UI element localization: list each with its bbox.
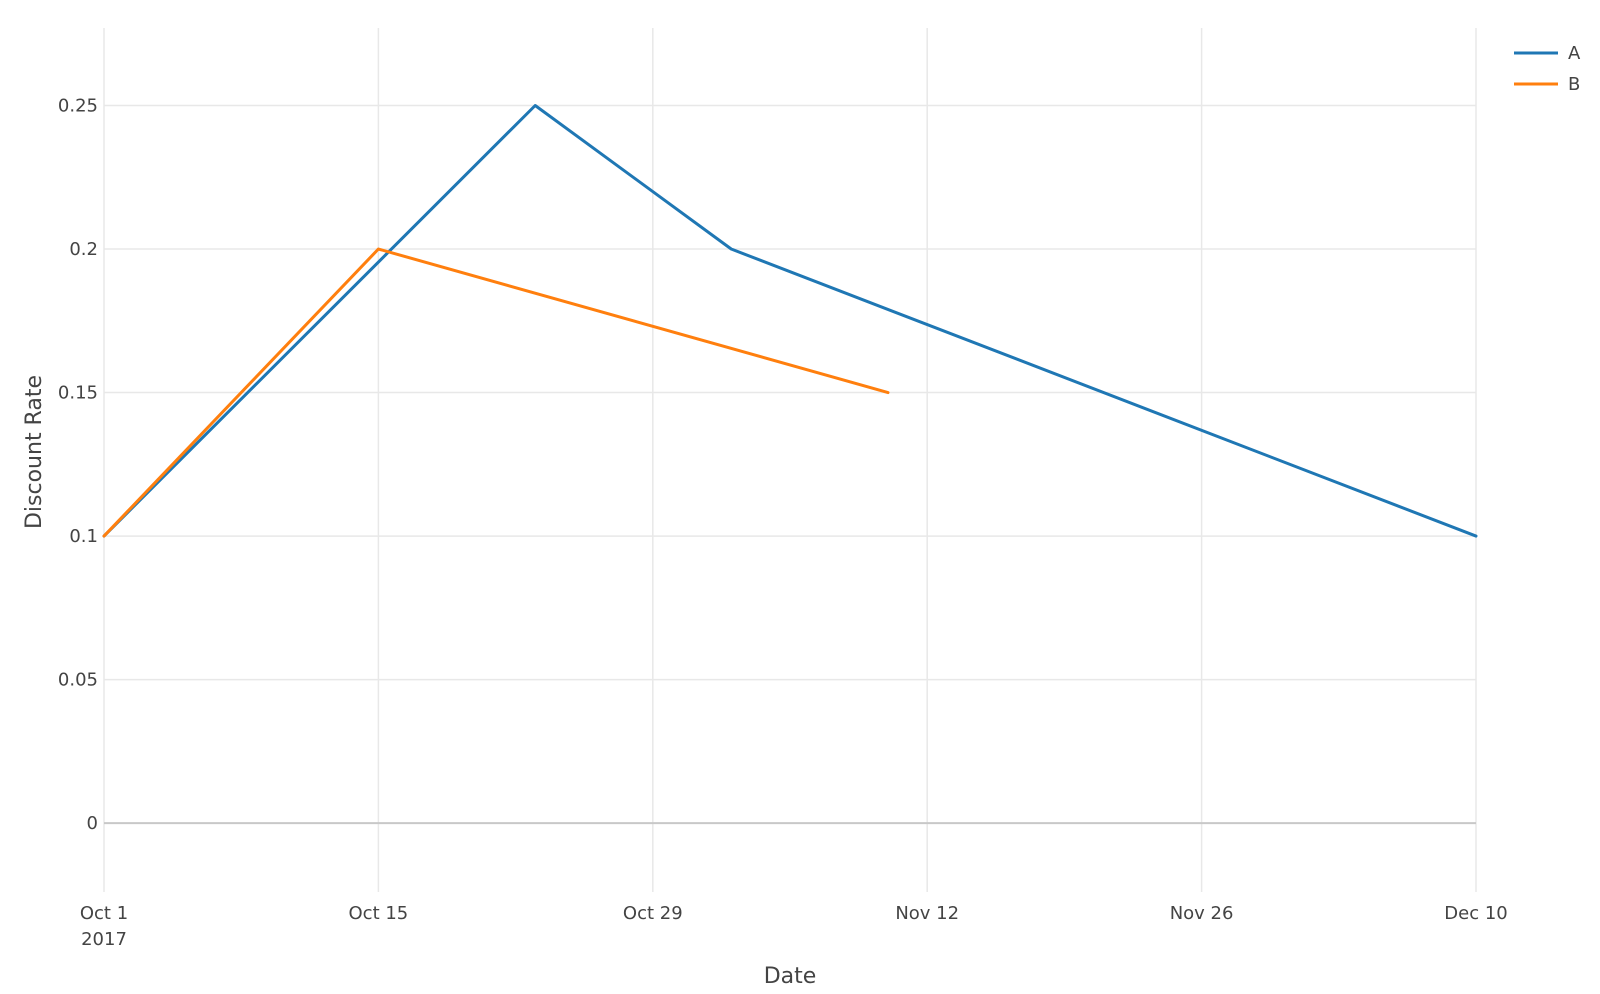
series-line-b <box>102 247 890 538</box>
y-tick-label: 0 <box>87 813 98 834</box>
y-tick-label: 0.25 <box>58 96 98 117</box>
series-layer <box>102 104 1478 538</box>
x-tick-label: Nov 12 <box>895 903 959 924</box>
legend-item-b[interactable]: B <box>1514 74 1580 95</box>
x-tick-sublabel: 2017 <box>81 929 127 950</box>
y-axis-title: Discount Rate <box>22 375 47 529</box>
tick-labels: Oct 1 2017 Oct 15 Oct 29 Nov 12 Nov 26 Dec 10 0… <box>58 96 1508 950</box>
x-axis-title: Date <box>764 964 817 989</box>
x-tick-label: Nov 26 <box>1170 903 1234 924</box>
legend-item-a[interactable]: A <box>1514 43 1581 64</box>
y-tick-label: 0.15 <box>58 383 98 404</box>
grid-layer <box>103 28 1477 892</box>
legend-label: B <box>1568 74 1580 95</box>
x-tick-label: Oct 1 <box>80 903 128 924</box>
legend-label: A <box>1568 43 1581 64</box>
x-tick-label: Oct 29 <box>623 903 683 924</box>
y-tick-label: 0.1 <box>69 526 98 547</box>
legend: AB <box>1514 43 1581 95</box>
series-line-a <box>102 104 1478 538</box>
y-tick-label: 0.05 <box>58 670 98 691</box>
y-tick-label: 0.2 <box>69 239 98 260</box>
x-tick-label: Oct 15 <box>349 903 409 924</box>
x-tick-label: Dec 10 <box>1444 903 1507 924</box>
